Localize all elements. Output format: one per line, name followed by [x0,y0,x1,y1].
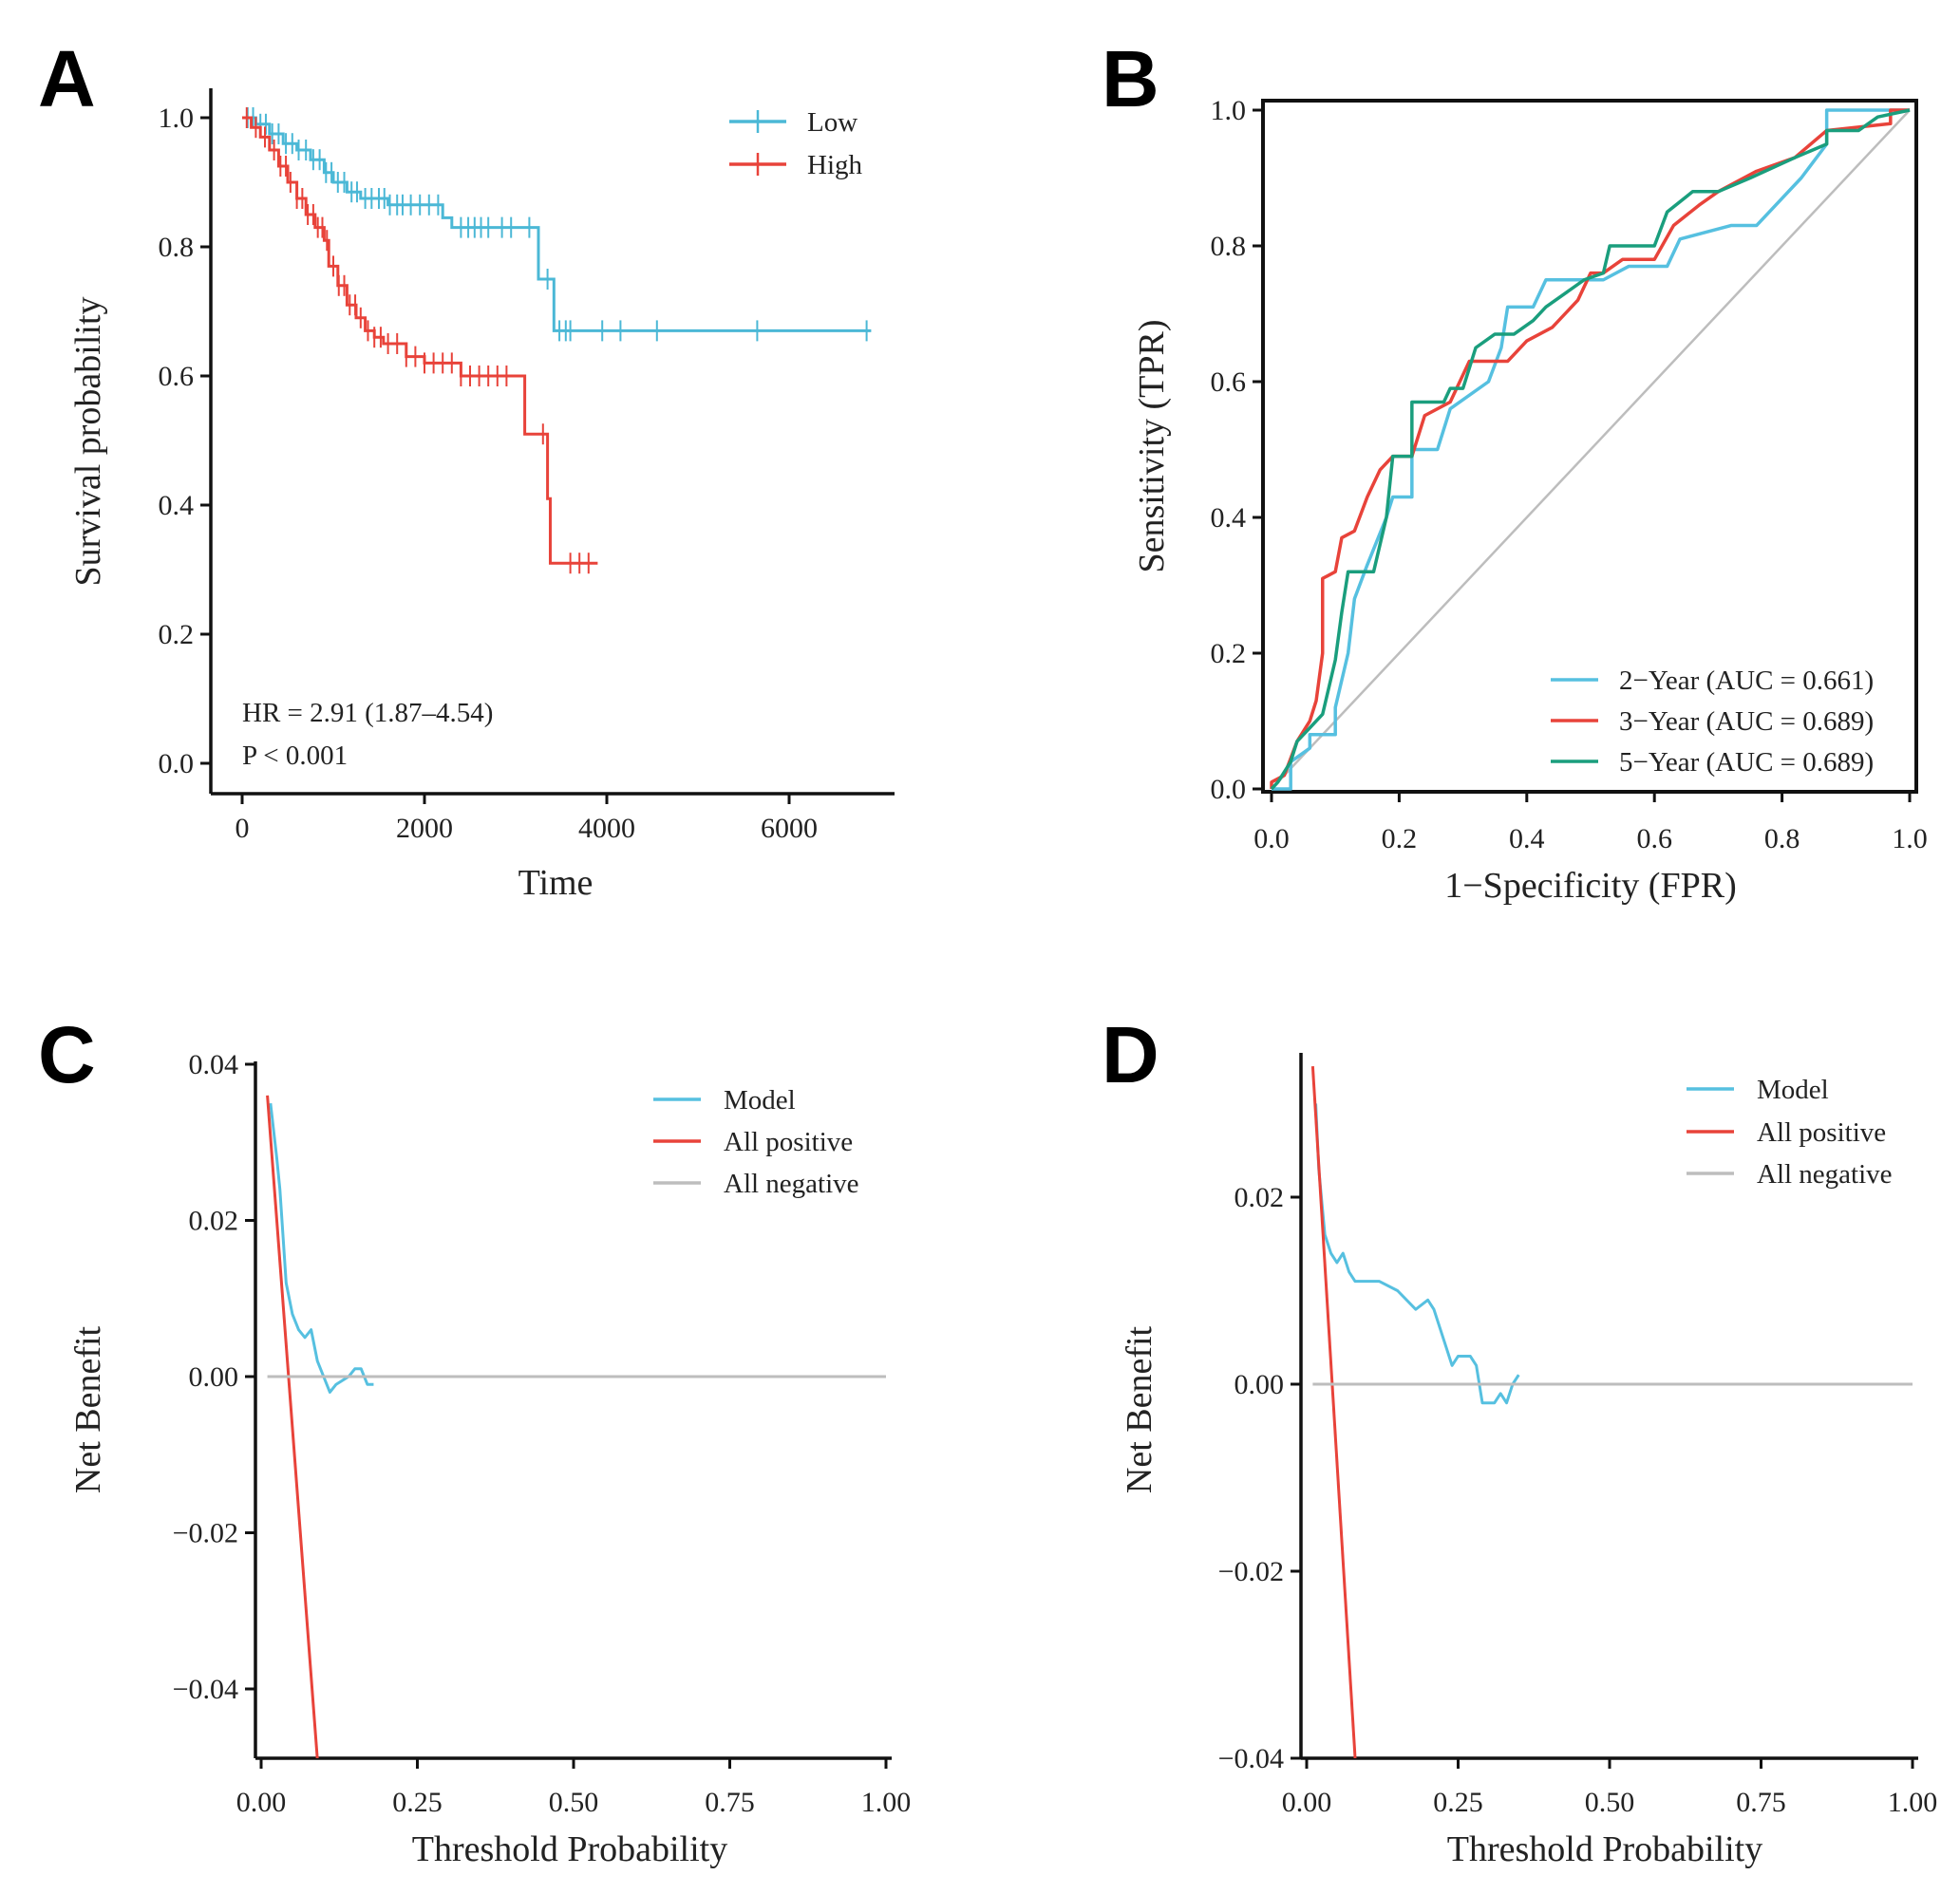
curve-5-year-auc-0-689- [1270,108,1911,791]
curve-model [1314,1103,1520,1405]
legend-label: All negative [724,1169,859,1199]
x-tick-label: 0.00 [1282,1787,1332,1818]
y-tick-label: −0.04 [173,1674,238,1705]
x-tick-label: 0.8 [1764,823,1800,854]
x-tick-label: 0.6 [1636,823,1672,854]
y-tick-label: 0.0 [1211,774,1247,805]
x-tick-label: 0.00 [236,1787,287,1818]
x-axis-title: Time [518,863,594,903]
legend-label: 3−Year (AUC = 0.689) [1619,706,1874,737]
y-tick-label: 0.2 [1211,638,1247,669]
curve-model [269,1102,374,1394]
x-axis-title: Threshold Probability [412,1829,727,1869]
legend-label: 2−Year (AUC = 0.661) [1619,666,1874,696]
legend-label: All negative [1757,1159,1893,1190]
y-tick-label: 1.0 [159,103,195,134]
km-curve-high [242,116,598,565]
x-tick-label: 0.2 [1382,823,1418,854]
x-tick-label: 0.50 [1585,1787,1635,1818]
plot-area [1270,108,1911,791]
plot-frame [1261,99,1918,794]
y-axis-title: Net Benefit [1120,1325,1159,1493]
legend-label: 5−Year (AUC = 0.689) [1619,747,1874,778]
x-tick-label: 1.0 [1892,823,1928,854]
curve-all-positive [1310,1066,1357,1758]
y-tick-label: 0.4 [159,490,195,521]
panel-letter: B [1102,34,1159,123]
plot-area [242,107,872,574]
x-tick-label: 1.00 [1888,1787,1938,1818]
legend-label: All positive [724,1127,853,1157]
y-tick-label: 0.02 [189,1206,239,1237]
curve-all-positive [266,1095,319,1758]
x-tick-label: 0.25 [392,1787,443,1818]
y-tick-label: −0.04 [1218,1743,1284,1774]
legend-label: Low [807,107,858,138]
y-tick-label: −0.02 [1218,1556,1284,1587]
y-tick-label: 0.4 [1211,502,1247,534]
plot-area [266,1095,886,1758]
x-tick-label: 6000 [761,813,818,844]
x-axis-title: 1−Specificity (FPR) [1444,866,1736,906]
km-curve-low [242,116,872,332]
x-axis-title: Threshold Probability [1447,1829,1762,1869]
plot-area [1310,1066,1913,1758]
curve-2-year-auc-0-661- [1272,108,1910,791]
x-tick-label: 0.25 [1433,1787,1483,1818]
panel-letter: C [38,1010,96,1099]
y-tick-label: 0.00 [1234,1369,1285,1400]
panel-letter: A [38,34,96,123]
x-tick-label: 0 [236,813,250,844]
x-tick-label: 0.50 [549,1787,599,1818]
hazard-ratio-annotation: HR = 2.91 (1.87–4.54) [242,698,493,728]
x-tick-label: 0.75 [705,1787,755,1818]
y-tick-label: 0.2 [159,619,195,650]
legend-label: All positive [1757,1117,1886,1148]
y-axis-title: Sensitivity (TPR) [1132,319,1172,572]
y-tick-label: 0.6 [1211,366,1247,398]
y-tick-label: −0.02 [173,1518,238,1549]
y-tick-label: 0.0 [159,748,195,779]
legend-label: High [807,150,863,180]
x-tick-label: 4000 [578,813,635,844]
x-tick-label: 2000 [396,813,453,844]
y-tick-label: 0.02 [1234,1182,1285,1213]
panel-letter: D [1102,1010,1159,1099]
y-tick-label: 0.8 [159,232,195,263]
y-axis-title: Net Benefit [68,1325,108,1493]
y-axis-title: Survival probability [68,296,108,586]
x-tick-label: 0.4 [1509,823,1545,854]
y-tick-label: 0.04 [189,1049,239,1080]
p-value-annotation: P < 0.001 [242,741,348,771]
y-tick-label: 0.8 [1211,231,1247,262]
y-tick-label: 0.6 [159,361,195,392]
legend-label: Model [1757,1075,1829,1105]
y-tick-label: 0.00 [189,1361,239,1393]
x-tick-label: 0.0 [1253,823,1290,854]
x-tick-label: 0.75 [1736,1787,1786,1818]
legend-label: Model [724,1085,796,1116]
x-tick-label: 1.00 [861,1787,912,1818]
reference-diagonal [1271,109,1911,790]
y-tick-label: 1.0 [1211,95,1247,126]
